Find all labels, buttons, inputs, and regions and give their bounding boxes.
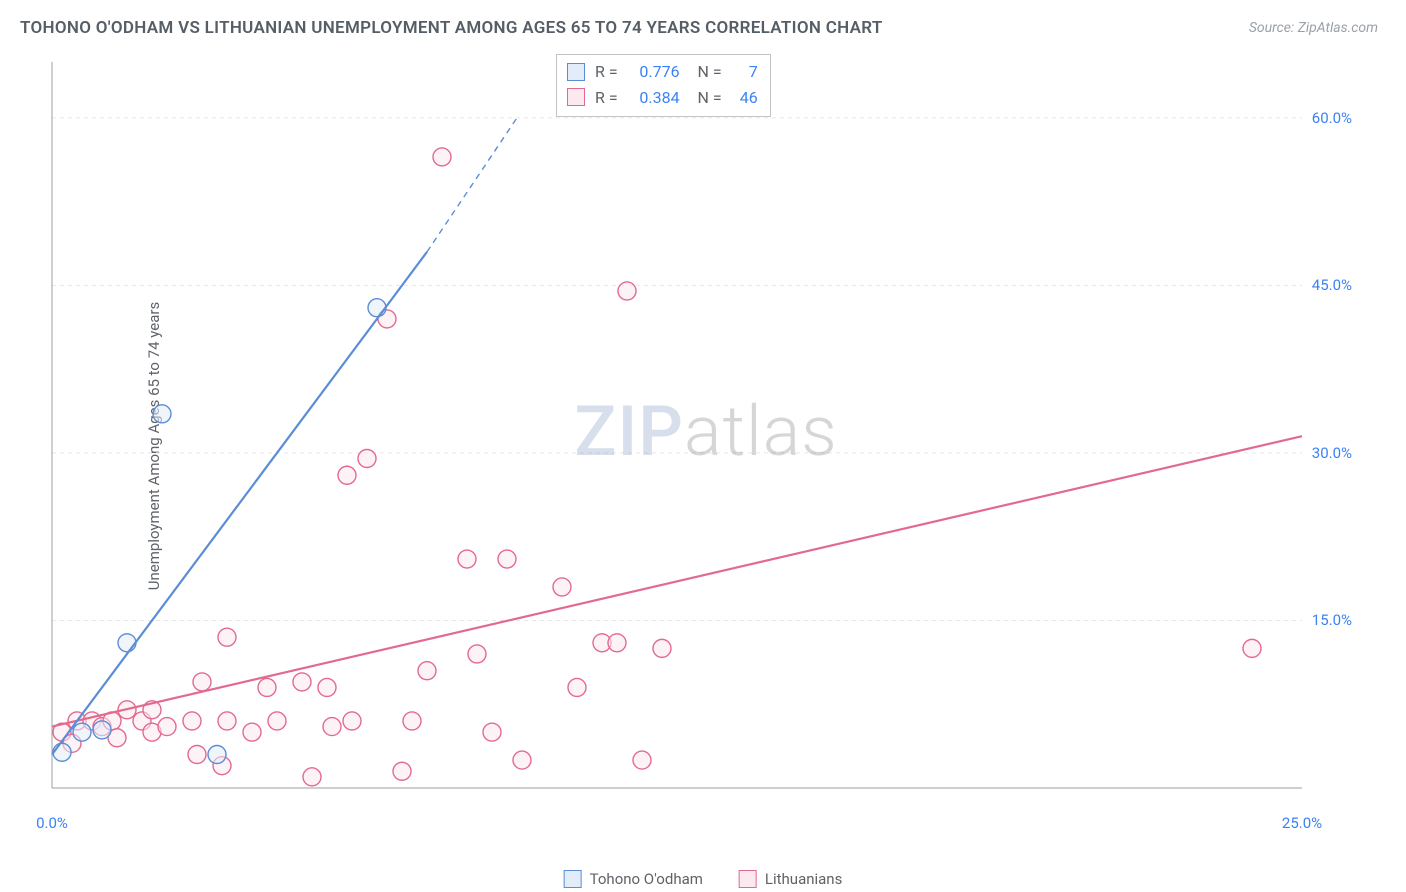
swatch-lithuanian-bottom xyxy=(739,870,757,888)
swatch-lithuanian xyxy=(567,88,585,106)
y-tick-label: 30.0% xyxy=(1312,444,1352,462)
legend-r-value-lithuanian: 0.384 xyxy=(628,85,680,111)
bottom-legend-label-lithuanian: Lithuanians xyxy=(765,870,842,888)
legend-n-label: N = xyxy=(690,59,722,85)
legend-r-label: R = xyxy=(595,85,618,111)
bottom-legend-tohono: Tohono O'odham xyxy=(564,870,703,888)
bottom-legend-lithuanian: Lithuanians xyxy=(739,870,842,888)
legend-row-lithuanian: R = 0.384 N = 46 xyxy=(567,85,758,111)
bottom-legend-label-tohono: Tohono O'odham xyxy=(590,870,703,888)
bottom-legend: Tohono O'odham Lithuanians xyxy=(564,870,843,888)
swatch-tohono xyxy=(567,63,585,81)
legend-row-tohono: R = 0.776 N = 7 xyxy=(567,59,758,85)
y-tick-label: 60.0% xyxy=(1312,109,1352,127)
x-tick-label: 0.0% xyxy=(36,814,68,832)
chart-svg xyxy=(48,50,1364,830)
x-tick-label: 25.0% xyxy=(1282,814,1322,832)
y-tick-label: 15.0% xyxy=(1312,611,1352,629)
chart-plot-area: ZIPatlas 15.0%30.0%45.0%60.0%0.0%25.0% xyxy=(48,50,1364,830)
legend-r-value-tohono: 0.776 xyxy=(628,59,680,85)
legend-r-label: R = xyxy=(595,59,618,85)
swatch-tohono-bottom xyxy=(564,870,582,888)
source-attribution: Source: ZipAtlas.com xyxy=(1249,20,1378,36)
legend-n-label: N = xyxy=(690,85,722,111)
legend-n-value-lithuanian: 46 xyxy=(732,85,758,111)
legend-n-value-tohono: 7 xyxy=(732,59,758,85)
y-tick-label: 45.0% xyxy=(1312,276,1352,294)
chart-title: TOHONO O'ODHAM VS LITHUANIAN UNEMPLOYMEN… xyxy=(20,18,883,38)
correlation-legend-box: R = 0.776 N = 7 R = 0.384 N = 46 xyxy=(556,54,771,117)
